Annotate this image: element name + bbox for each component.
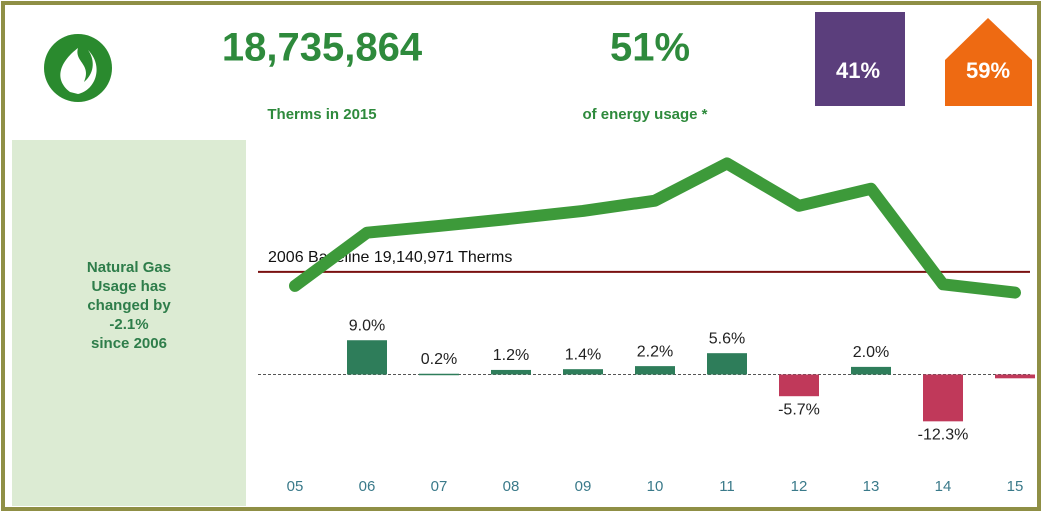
bar: [563, 369, 603, 375]
side-panel: [12, 140, 246, 506]
x-tick-label: 06: [359, 478, 376, 495]
x-tick-label: 13: [863, 478, 880, 495]
x-tick-label: 14: [935, 478, 952, 495]
side-note-line: changed by: [87, 297, 171, 314]
total-label: Therms in 2015: [267, 106, 376, 123]
bar: [923, 374, 963, 422]
x-tick-label: 10: [647, 478, 664, 495]
value-label: -12.3%: [918, 427, 969, 444]
bar: [995, 374, 1035, 379]
value-label: 5.6%: [709, 330, 745, 347]
x-tick-label: 11: [719, 478, 735, 495]
value-label: 1.2%: [493, 347, 529, 364]
bar: [347, 340, 387, 375]
share-value: 51%: [610, 26, 690, 70]
x-tick-label: 07: [431, 478, 448, 495]
x-tick-label: 09: [575, 478, 592, 495]
value-label: 2.0%: [853, 344, 889, 361]
x-tick-label: 08: [503, 478, 520, 495]
x-tick-label: 15: [1007, 478, 1024, 495]
bar: [707, 353, 747, 375]
x-tick-label: 05: [287, 478, 304, 495]
value-label: 2.2%: [637, 343, 673, 360]
side-note-line: Natural Gas: [87, 259, 171, 276]
x-tick-label: 12: [791, 478, 808, 495]
bar: [779, 374, 819, 397]
logo-flame: [60, 48, 97, 94]
bar: [635, 366, 675, 375]
usage-line: [289, 157, 1021, 299]
share-label: of energy usage *: [582, 106, 707, 123]
side-note-line: -2.1%: [109, 316, 148, 333]
value-label: -5.7%: [778, 401, 820, 418]
value-label: 0.2%: [421, 351, 457, 368]
badge-right: [945, 18, 1032, 106]
side-note-line: Usage has: [91, 278, 166, 295]
baseline-label: 2006 Baseline 19,140,971 Therms: [268, 249, 512, 266]
side-note-line: since 2006: [91, 335, 167, 352]
bar: [491, 369, 531, 375]
value-label: 9.0%: [349, 317, 385, 334]
bar: [419, 373, 459, 376]
value-label: 1.4%: [565, 346, 601, 363]
badge-right-label: 59%: [966, 58, 1010, 83]
bar: [851, 366, 891, 375]
badge-left: [815, 12, 905, 106]
total-value: 18,735,864: [222, 26, 423, 70]
badge-left-label: 41%: [836, 58, 880, 83]
